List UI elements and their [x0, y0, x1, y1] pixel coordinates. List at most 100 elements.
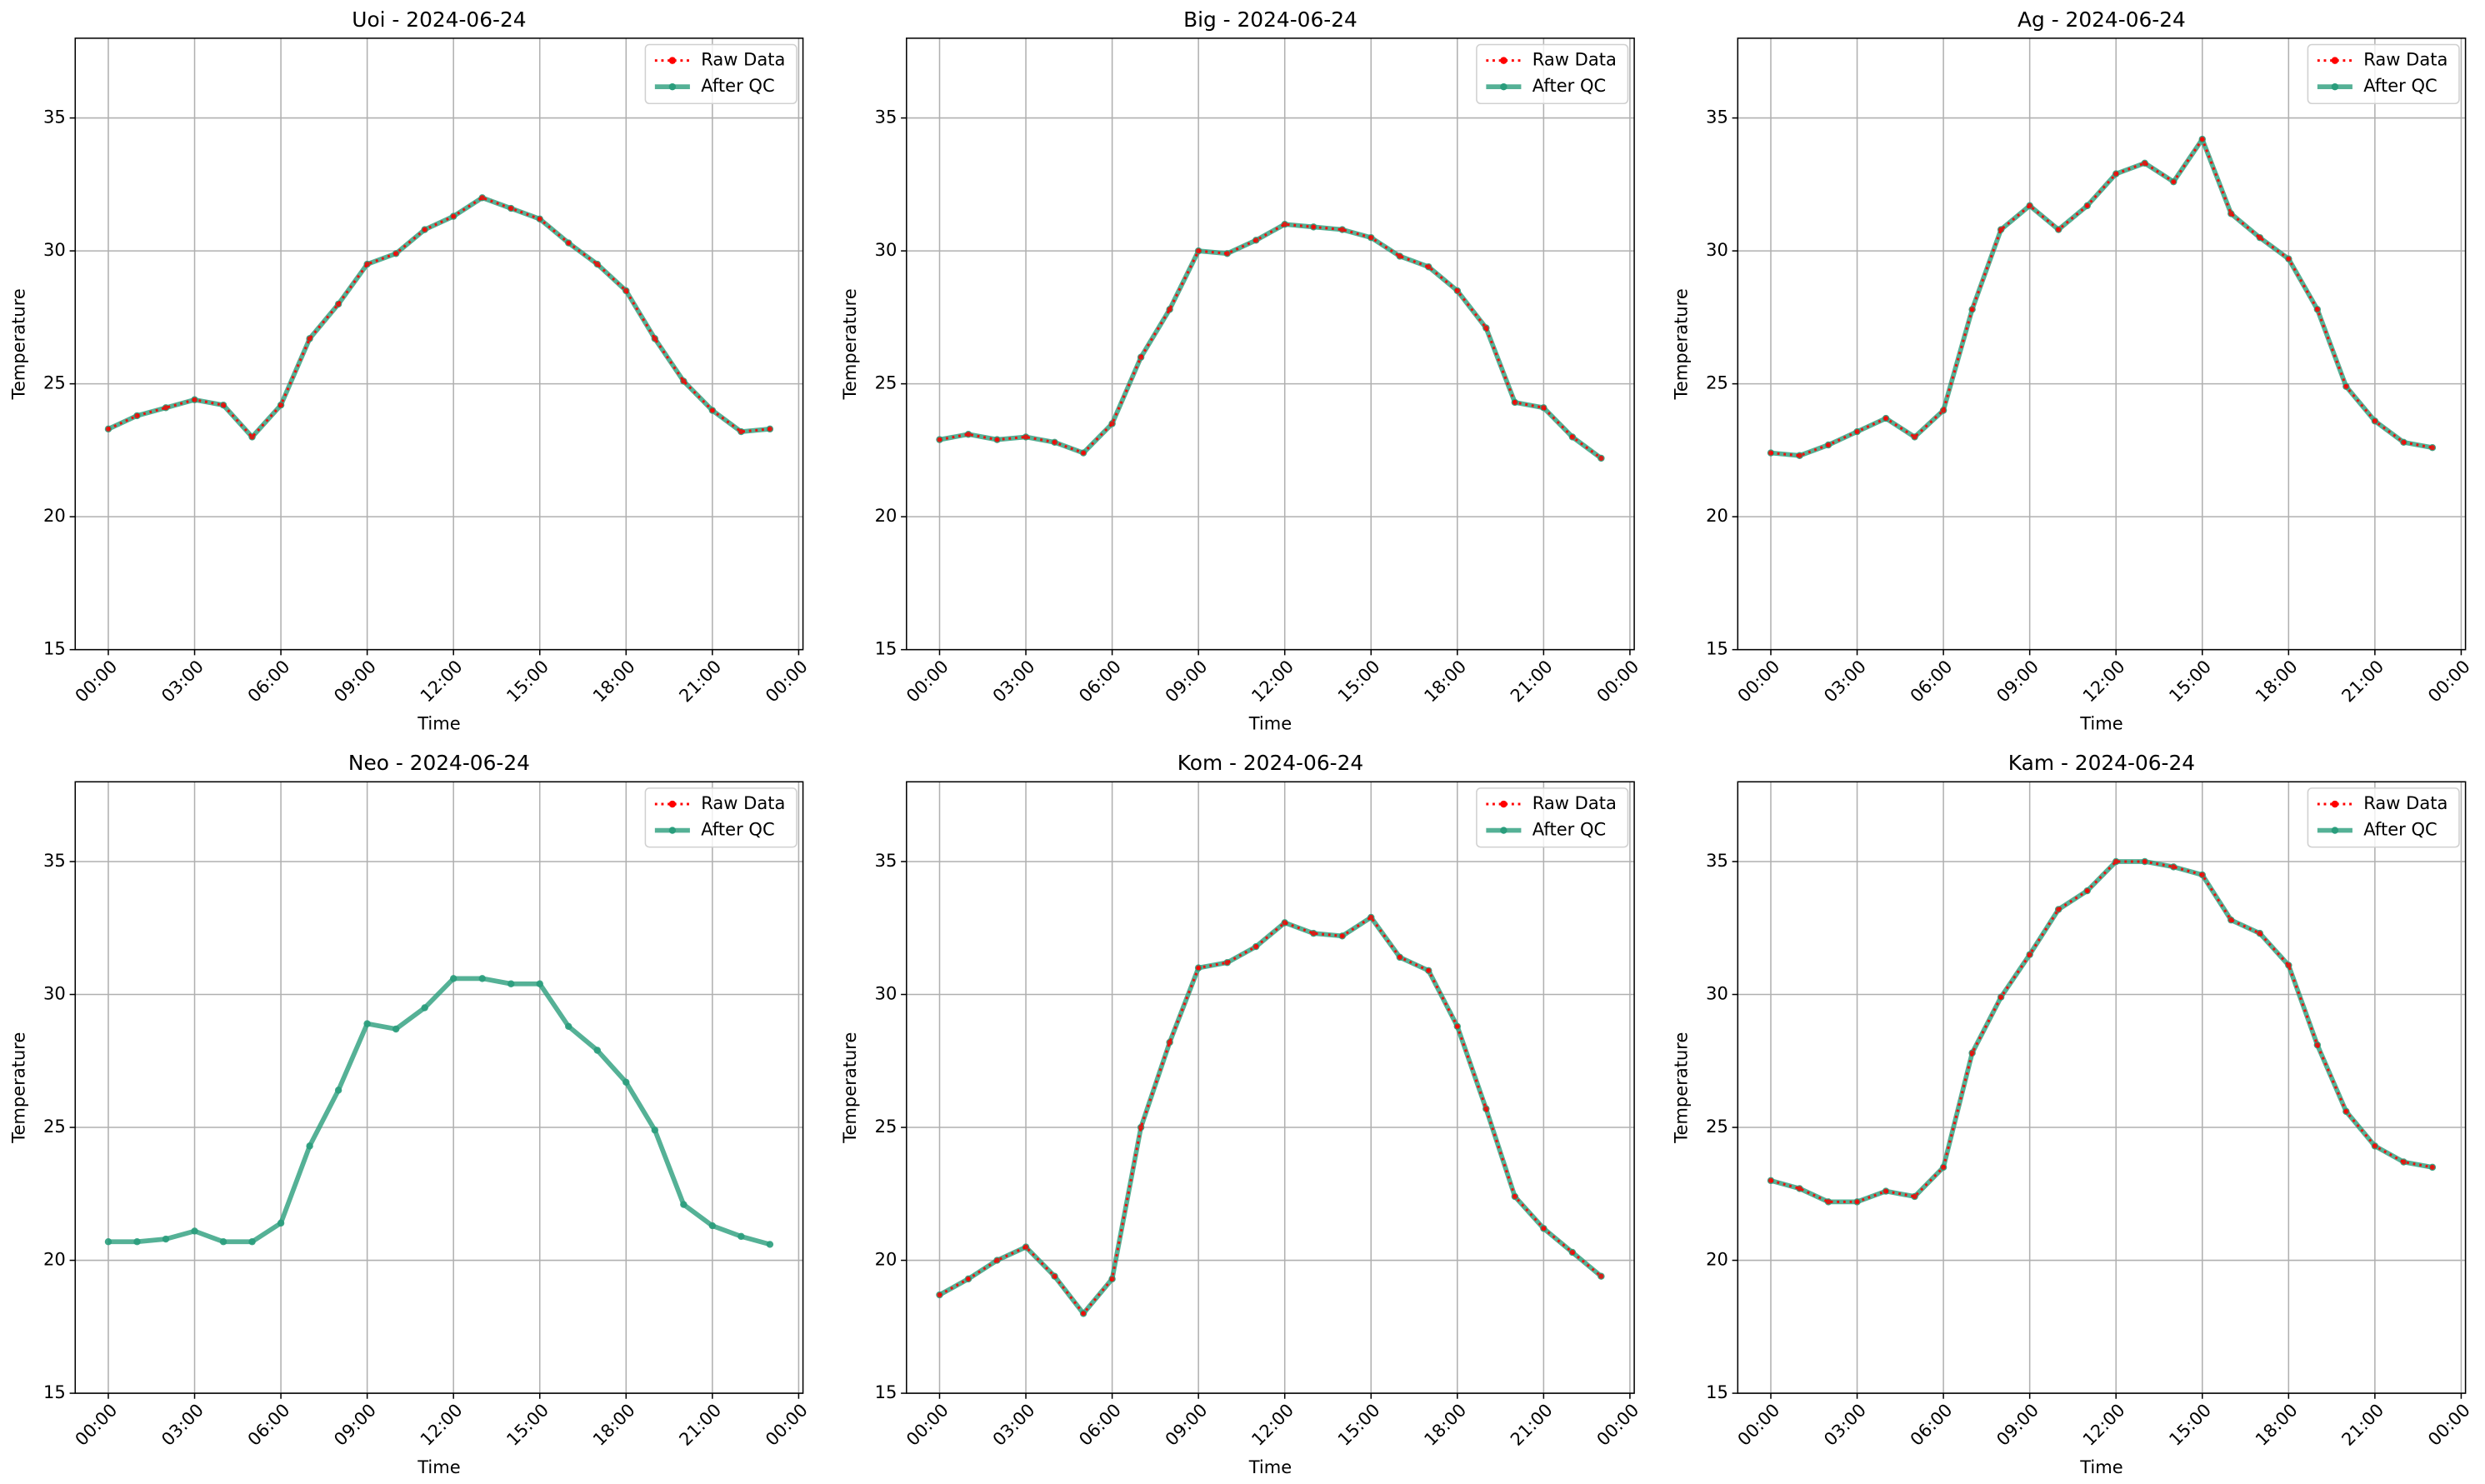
series-marker	[2056, 227, 2062, 232]
series-marker	[1052, 1273, 1058, 1279]
series-marker	[2257, 931, 2262, 937]
series-line	[1770, 860, 2433, 1203]
y-tick-label: 35	[43, 107, 66, 127]
y-tick-label: 35	[1706, 107, 1728, 127]
legend-marker	[2331, 82, 2339, 91]
series-marker	[994, 437, 1000, 442]
series-marker	[2171, 179, 2177, 185]
plot-area	[1767, 135, 2437, 459]
series-marker	[2142, 858, 2148, 865]
series-marker	[1998, 994, 2004, 1000]
x-tick-label: 15:00	[502, 1399, 553, 1450]
series-marker	[508, 980, 515, 987]
series-marker	[1998, 227, 2004, 232]
series-marker	[1022, 434, 1029, 440]
series-marker	[2027, 952, 2032, 957]
series-marker	[2343, 383, 2349, 389]
y-tick-label: 30	[875, 239, 898, 260]
series-marker	[681, 378, 687, 384]
series-marker	[2286, 962, 2292, 968]
legend-marker	[1500, 827, 1508, 834]
series-marker	[449, 975, 458, 982]
series-marker	[1969, 307, 1975, 312]
y-tick-label: 30	[43, 983, 66, 1004]
y-axis-label: Temperature	[839, 1032, 860, 1144]
legend-label: Raw Data	[701, 792, 785, 813]
x-axis-label: Time	[2079, 1457, 2122, 1477]
y-axis-label: Temperature	[839, 288, 860, 400]
series-marker	[1854, 428, 1860, 435]
series-marker	[133, 1238, 141, 1246]
x-axis-label: Time	[1248, 712, 1292, 733]
series-marker	[1941, 407, 1947, 413]
series-marker	[278, 402, 284, 408]
series-marker	[2372, 418, 2378, 424]
series-marker	[219, 1238, 228, 1246]
series-marker	[334, 1087, 342, 1094]
series-marker	[1282, 222, 1288, 227]
series-marker	[162, 405, 169, 411]
series-marker	[1598, 455, 1604, 462]
series-marker	[1253, 237, 1259, 243]
series-marker	[937, 1292, 942, 1298]
series-marker	[738, 428, 744, 435]
series-marker	[537, 216, 542, 222]
series-marker	[1854, 1199, 1860, 1205]
x-tick-label: 12:00	[2078, 656, 2129, 707]
series-marker	[1426, 264, 1432, 270]
x-tick-label: 12:00	[2078, 1399, 2129, 1450]
legend-marker	[2331, 827, 2339, 834]
series-marker	[2027, 202, 2032, 208]
subplot: Ag - 2024-06-24 15 20 25 30 35 00:00 03:00 06:00…	[1670, 7, 2473, 734]
series-marker	[651, 1127, 659, 1134]
legend-label: After QC	[2363, 819, 2437, 840]
x-tick-label: 09:00	[330, 1399, 381, 1450]
series-marker	[1109, 421, 1115, 427]
legend-label: After QC	[1532, 75, 1606, 96]
legend-label: After QC	[701, 819, 774, 840]
series-marker	[1397, 253, 1402, 259]
x-tick-label: 06:00	[243, 656, 294, 707]
y-tick-label: 30	[1706, 983, 1728, 1004]
series-marker	[192, 397, 198, 402]
legend-label: After QC	[1532, 819, 1606, 840]
y-tick-label: 15	[43, 638, 66, 659]
series-marker	[1167, 1039, 1172, 1045]
series-marker	[1368, 235, 1374, 241]
series-marker	[1797, 1186, 1802, 1192]
series-marker	[1797, 452, 1802, 458]
series-marker	[478, 975, 486, 982]
y-tick-label: 25	[875, 372, 898, 393]
y-tick-label: 20	[875, 1249, 898, 1270]
x-tick-label: 18:00	[588, 1399, 639, 1450]
series-marker	[162, 1235, 170, 1243]
series-marker	[363, 1020, 371, 1027]
series-line	[108, 976, 771, 1247]
series-marker	[1081, 1311, 1087, 1317]
series-marker	[2113, 858, 2119, 865]
series-marker	[2228, 211, 2234, 217]
series-marker	[1138, 354, 1144, 360]
series-marker	[2429, 1164, 2435, 1170]
series-marker	[1397, 954, 1402, 960]
y-tick-label: 15	[43, 1382, 66, 1402]
y-tick-label: 25	[43, 1116, 66, 1137]
legend-label: Raw Data	[1532, 792, 1617, 813]
subplot: Big - 2024-06-24 15 20 25 30 35 00:00 03:00 06:0…	[839, 7, 1642, 734]
x-tick-label: 03:00	[988, 1399, 1039, 1450]
x-tick-label: 06:00	[1075, 1399, 1126, 1450]
legend-label: Raw Data	[1532, 49, 1617, 70]
series-marker	[994, 1257, 1000, 1263]
series-marker	[738, 1232, 745, 1241]
series-marker	[2343, 1108, 2349, 1114]
series-line	[938, 916, 1602, 1315]
series-marker	[2314, 1042, 2320, 1048]
x-tick-label: 00:00	[1592, 1399, 1643, 1450]
series-marker	[1598, 1273, 1604, 1279]
series-marker	[392, 1025, 400, 1033]
series-marker	[2142, 160, 2148, 166]
series-marker	[1253, 944, 1259, 950]
x-tick-label: 03:00	[157, 656, 208, 707]
series-line	[108, 196, 771, 438]
series-marker	[191, 1227, 198, 1235]
